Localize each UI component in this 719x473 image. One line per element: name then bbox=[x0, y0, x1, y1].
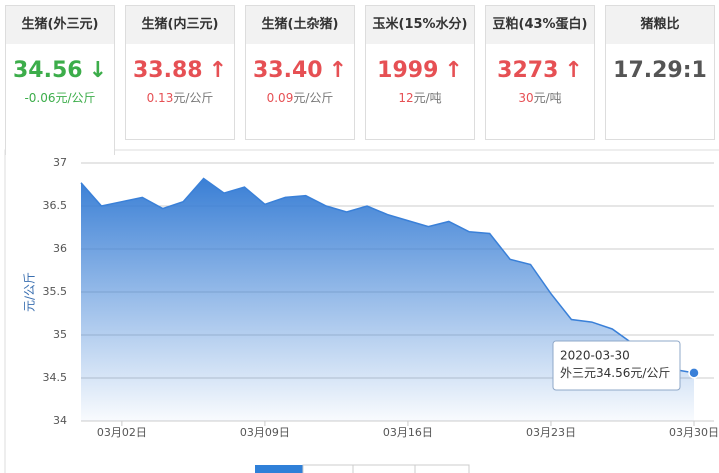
card-change: 30元/吨 bbox=[486, 89, 594, 106]
tab[interactable] bbox=[414, 464, 470, 473]
x-tick-label: 03月09日 bbox=[240, 426, 290, 439]
card-title: 生猪(内三元) bbox=[126, 6, 234, 44]
card-title: 生猪(土杂猪) bbox=[246, 6, 354, 44]
tooltip-date: 2020-03-30 bbox=[560, 349, 630, 363]
arrow-icon: ↑ bbox=[564, 58, 583, 83]
arrow-icon: ↑ bbox=[208, 58, 228, 83]
chart-panel bbox=[4, 149, 719, 473]
card-value: 33.40 ↑ bbox=[246, 58, 354, 83]
y-tick-label: 35.5 bbox=[43, 285, 68, 298]
card: 玉米(15%水分) 1999 ↑ 12元/吨 bbox=[365, 5, 475, 140]
card-value: 17.29:1 bbox=[606, 58, 714, 83]
change-unit: 元/公斤 bbox=[173, 91, 214, 105]
card: 豆粕(43%蛋白) 3273 ↑ 30元/吨 bbox=[485, 5, 595, 140]
tooltip: 2020-03-30 外三元34.56元/公斤 bbox=[552, 340, 681, 391]
change-unit: 元/吨 bbox=[413, 91, 442, 105]
arrow-icon: ↓ bbox=[88, 58, 108, 83]
card-value: 1999 ↑ bbox=[366, 58, 474, 83]
y-tick-label: 34.5 bbox=[43, 371, 68, 384]
card: 生猪(土杂猪) 33.40 ↑ 0.09元/公斤 bbox=[245, 5, 355, 140]
value-text: 34.56 bbox=[12, 58, 83, 83]
change-value: 30 bbox=[518, 91, 534, 105]
tab[interactable] bbox=[302, 464, 354, 473]
change-unit: 元/吨 bbox=[533, 91, 562, 105]
y-axis-label: 元/公斤 bbox=[23, 272, 37, 312]
tab[interactable] bbox=[255, 465, 303, 473]
tooltip-series: 外三元 bbox=[560, 366, 596, 380]
card: 生猪(内三元) 33.88 ↑ 0.13元/公斤 bbox=[125, 5, 235, 140]
y-tick-label: 36 bbox=[53, 242, 67, 255]
tooltip-label: 34.56元/公斤 bbox=[596, 366, 670, 380]
value-text: 1999 bbox=[377, 58, 439, 83]
value-text: 17.29:1 bbox=[613, 58, 707, 83]
value-text: 33.40 bbox=[252, 58, 323, 83]
value-text: 33.88 bbox=[132, 58, 203, 83]
change-unit: 元/公斤 bbox=[293, 91, 334, 105]
card-title: 生猪(外三元) bbox=[6, 6, 114, 44]
card-value: 33.88 ↑ bbox=[126, 58, 234, 83]
area-fill bbox=[81, 178, 694, 421]
y-tick-label: 35 bbox=[53, 328, 67, 341]
card-change: 0.09元/公斤 bbox=[246, 89, 354, 106]
arrow-icon: ↑ bbox=[444, 58, 463, 83]
point bbox=[688, 367, 700, 379]
tooltip-box bbox=[552, 340, 681, 391]
line bbox=[80, 177, 695, 374]
change-value: 12 bbox=[398, 91, 414, 105]
change-unit: 元/公斤 bbox=[55, 91, 96, 105]
card-title: 玉米(15%水分) bbox=[366, 6, 474, 44]
card-value: 3273 ↑ bbox=[486, 58, 594, 83]
change-value: 0.09 bbox=[266, 91, 294, 105]
card: 猪粮比 17.29:1 bbox=[605, 5, 715, 140]
tab[interactable] bbox=[352, 464, 416, 473]
card-change: -0.06元/公斤 bbox=[6, 89, 114, 106]
card-change: 0.13元/公斤 bbox=[126, 89, 234, 106]
y-tick-label: 37 bbox=[53, 156, 67, 169]
card-value: 34.56 ↓ bbox=[6, 58, 114, 83]
card-title: 猪粮比 bbox=[606, 6, 714, 44]
arrow-icon: ↑ bbox=[328, 58, 348, 83]
tooltip-value: 外三元34.56元/公斤 bbox=[560, 366, 670, 380]
value-text: 3273 bbox=[497, 58, 559, 83]
x-tick-label: 03月30日 bbox=[669, 426, 719, 439]
x-tick-label: 03月02日 bbox=[97, 426, 147, 439]
card-title: 豆粕(43%蛋白) bbox=[486, 6, 594, 44]
change-value: -0.06 bbox=[24, 91, 56, 105]
y-tick-label: 34 bbox=[53, 414, 67, 427]
change-value: 0.13 bbox=[146, 91, 174, 105]
card: 生猪(外三元) 34.56 ↓ -0.06元/公斤 bbox=[5, 5, 115, 155]
x-tick-label: 03月23日 bbox=[526, 426, 576, 439]
card-change: 12元/吨 bbox=[366, 89, 474, 106]
x-tick-label: 03月16日 bbox=[383, 426, 433, 439]
y-tick-label: 36.5 bbox=[43, 199, 68, 212]
